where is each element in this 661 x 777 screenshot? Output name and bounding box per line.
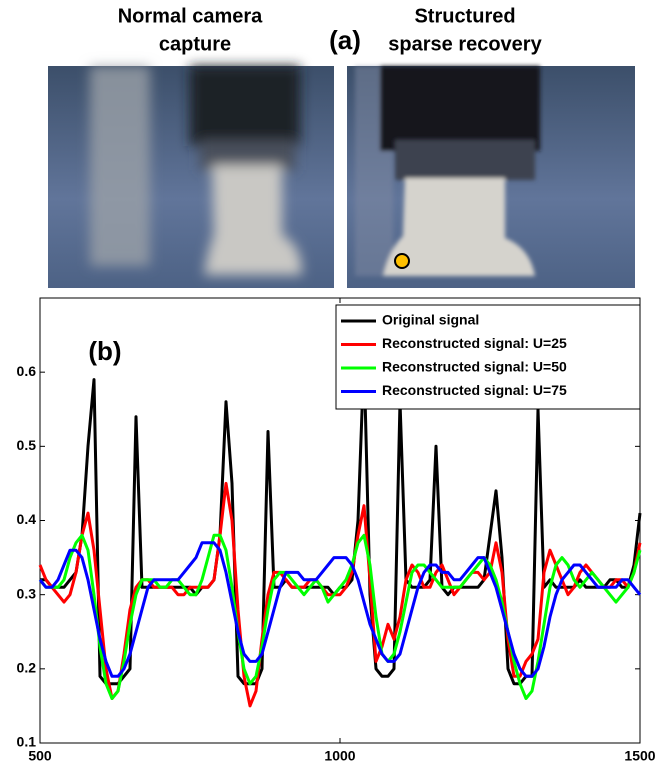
y-tick-label: 0.3 [17,585,37,601]
plot: 0.1 0.2 0.3 0.4 0.5 0.6 500 1000 1500 Original si… [17,298,656,764]
panel-label: (b) [88,336,121,366]
legend-label: Original signal [382,312,479,328]
photo-right [347,66,635,288]
panel-label: (a) [329,25,361,55]
x-tick-label: 500 [28,748,52,764]
right-title: Structured [414,5,515,27]
legend-label: Reconstructed signal: U=50 [382,359,567,375]
x-tick-label: 1500 [624,748,655,764]
y-tick-label: 0.1 [17,734,37,750]
y-tick-label: 0.5 [17,437,37,453]
legend-label: Reconstructed signal: U=75 [382,382,567,398]
left-title: Normal camera [118,5,263,27]
y-tick-label: 0.6 [17,363,37,379]
y-tick-label: 0.2 [17,660,37,676]
legend-box [335,304,641,410]
series-line [38,533,642,700]
y-tick-label: 0.4 [17,511,37,527]
x-tick-label: 1000 [324,748,355,764]
left-title: capture [159,33,231,55]
photo-left [48,66,334,288]
series-line [38,541,642,678]
marker-dot [394,253,410,269]
right-title: sparse recovery [388,33,542,55]
legend-label: Reconstructed signal: U=25 [382,335,567,351]
